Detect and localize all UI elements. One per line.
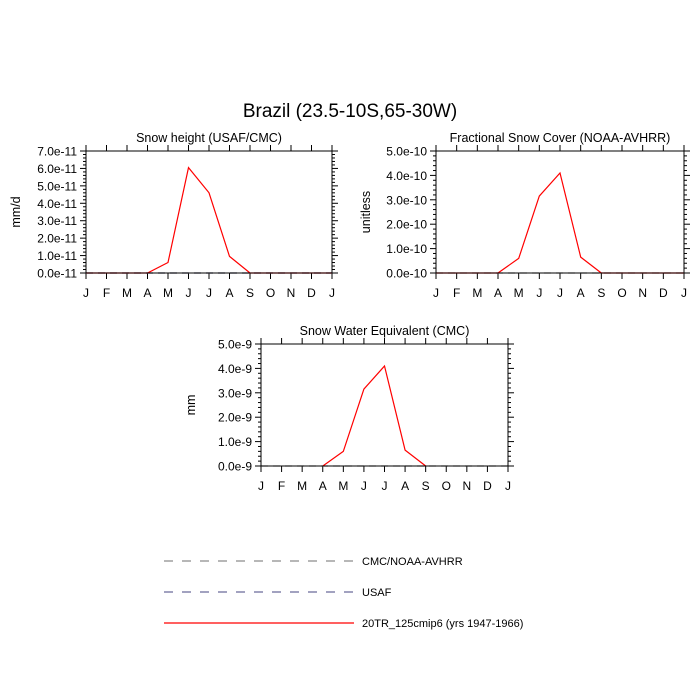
y-axis-label: unitless <box>359 191 373 233</box>
x-tick-label: M <box>122 286 132 300</box>
y-tick-label: 3.0e-10 <box>386 193 427 207</box>
y-tick-label: 3.0e-11 <box>37 214 77 228</box>
figure-title: Brazil (23.5-10S,65-30W) <box>243 101 457 122</box>
x-tick-label: J <box>361 479 367 493</box>
x-tick-label: A <box>143 286 151 300</box>
y-tick-label: 1.0e-11 <box>37 249 77 263</box>
x-tick-label: A <box>401 479 409 493</box>
x-tick-label: S <box>597 286 605 300</box>
y-tick-label: 1.0e-9 <box>218 435 252 449</box>
x-tick-label: D <box>483 479 492 493</box>
legend-label: 20TR_125cmip6 (yrs 1947-1966) <box>362 618 523 630</box>
y-tick-label: 0.0e-10 <box>386 267 427 281</box>
x-tick-label: O <box>266 286 275 300</box>
panel-title: Snow Water Equivalent (CMC) <box>300 324 470 338</box>
x-tick-label: J <box>258 479 264 493</box>
y-tick-label: 2.0e-11 <box>37 232 77 246</box>
y-tick-label: 4.0e-10 <box>386 169 427 183</box>
x-tick-label: M <box>514 286 524 300</box>
y-tick-label: 4.0e-11 <box>37 197 77 211</box>
plot-frame <box>435 150 685 274</box>
x-tick-label: M <box>163 286 173 300</box>
legend-label: CMC/NOAA-AVHRR <box>362 556 463 568</box>
y-tick-label: 7.0e-11 <box>37 145 77 159</box>
x-tick-label: J <box>433 286 439 300</box>
model-series-line <box>86 166 332 274</box>
y-axis-label: mm/d <box>9 196 23 227</box>
x-tick-label: A <box>494 286 502 300</box>
chart-panel-2: Fractional Snow Cover (NOAA-AVHRR) unitle… <box>359 131 690 300</box>
model-series-line <box>436 171 684 274</box>
x-tick-label: M <box>472 286 482 300</box>
y-tick-label: 0.0e-9 <box>218 460 252 474</box>
y-tick-label: 5.0e-10 <box>386 145 427 159</box>
x-tick-label: O <box>442 479 451 493</box>
y-tick-label: 4.0e-9 <box>218 362 252 376</box>
x-tick-label: J <box>186 286 192 300</box>
legend: CMC/NOAA-AVHRR USAF 20TR_125cmip6 (yrs 194… <box>164 556 523 630</box>
x-tick-label: A <box>577 286 585 300</box>
x-tick-label: O <box>617 286 626 300</box>
x-tick-label: D <box>307 286 316 300</box>
legend-label: USAF <box>362 587 392 599</box>
panel-title: Fractional Snow Cover (NOAA-AVHRR) <box>450 131 671 145</box>
model-series-line <box>322 364 427 467</box>
x-tick-label: M <box>297 479 307 493</box>
y-tick-label: 5.0e-11 <box>37 179 77 193</box>
x-tick-label: A <box>225 286 233 300</box>
y-tick-label: 5.0e-9 <box>218 338 252 352</box>
plot-frame <box>85 150 333 274</box>
chart-panel-1: Snow height (USAF/CMC) mm/d 0.0e-11 1.0e-11… <box>9 131 338 300</box>
y-tick-label: 2.0e-10 <box>386 218 427 232</box>
x-tick-label: J <box>505 479 511 493</box>
x-tick-label: N <box>287 286 296 300</box>
y-tick-label: 6.0e-11 <box>37 162 77 176</box>
x-tick-label: J <box>206 286 212 300</box>
y-tick-label: 3.0e-9 <box>218 386 252 400</box>
chart-panel-3: Snow Water Equivalent (CMC) mm 0.0e-9 1.0e-… <box>184 324 514 493</box>
x-tick-label: J <box>382 479 388 493</box>
y-tick-label: 1.0e-10 <box>386 242 427 256</box>
x-tick-label: J <box>681 286 687 300</box>
x-tick-label: F <box>278 479 285 493</box>
x-tick-label: M <box>338 479 348 493</box>
y-tick-label: 0.0e-11 <box>37 267 77 281</box>
x-tick-label: F <box>453 286 460 300</box>
plot-frame <box>260 343 509 467</box>
x-tick-label: J <box>536 286 542 300</box>
x-tick-label: D <box>659 286 668 300</box>
x-tick-label: N <box>462 479 471 493</box>
x-tick-label: N <box>638 286 647 300</box>
x-tick-label: S <box>422 479 430 493</box>
x-tick-label: F <box>103 286 110 300</box>
x-tick-label: S <box>246 286 254 300</box>
y-tick-label: 2.0e-9 <box>218 411 252 425</box>
x-tick-label: J <box>557 286 563 300</box>
x-tick-label: J <box>83 286 89 300</box>
panel-title: Snow height (USAF/CMC) <box>136 131 282 145</box>
y-axis-label: mm <box>184 395 198 416</box>
x-tick-label: A <box>319 479 327 493</box>
x-tick-label: J <box>329 286 335 300</box>
